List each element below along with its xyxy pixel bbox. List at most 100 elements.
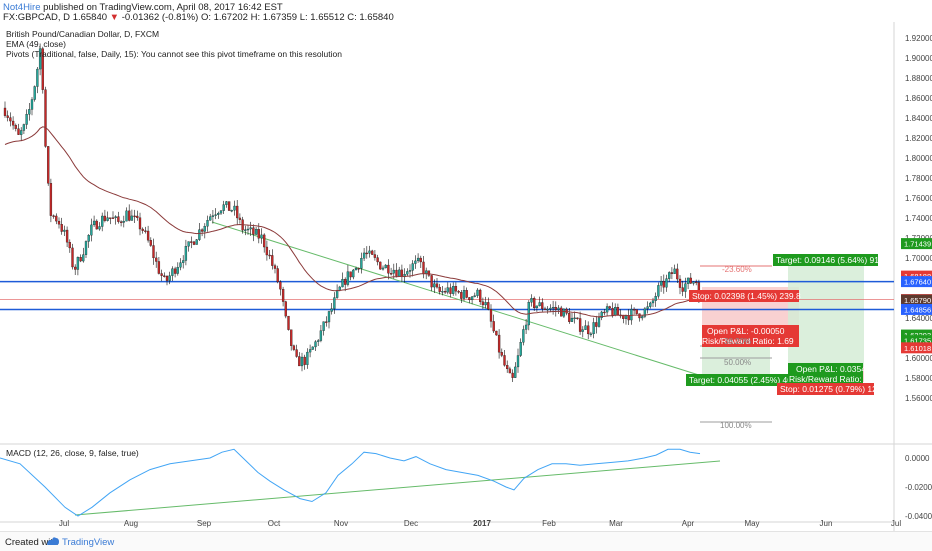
trendlines[interactable] bbox=[74, 221, 721, 516]
candle-body[interactable] bbox=[76, 257, 80, 270]
candle-body[interactable] bbox=[460, 292, 463, 299]
candle-body[interactable] bbox=[192, 241, 196, 245]
candle-body[interactable] bbox=[198, 229, 201, 240]
long-target-badge[interactable] bbox=[773, 254, 878, 266]
short-stop-badge[interactable] bbox=[689, 290, 799, 302]
candle-body[interactable] bbox=[530, 298, 533, 303]
candle-body[interactable] bbox=[38, 48, 42, 70]
candle-body[interactable] bbox=[373, 254, 377, 258]
candle-body[interactable] bbox=[689, 277, 692, 284]
candle-body[interactable] bbox=[47, 146, 50, 184]
candle-body[interactable] bbox=[695, 281, 698, 284]
candle-body[interactable] bbox=[333, 297, 336, 309]
candle-body[interactable] bbox=[187, 241, 190, 247]
candle-body[interactable] bbox=[111, 217, 115, 219]
candle-body[interactable] bbox=[465, 290, 468, 298]
candle-body[interactable] bbox=[581, 329, 584, 332]
candle-body[interactable] bbox=[149, 240, 152, 246]
candle-body[interactable] bbox=[119, 221, 123, 223]
candle-body[interactable] bbox=[219, 210, 223, 214]
candle-body[interactable] bbox=[686, 277, 690, 284]
candle-body[interactable] bbox=[317, 340, 320, 342]
candle-body[interactable] bbox=[503, 355, 506, 366]
candle-body[interactable] bbox=[41, 48, 44, 90]
candle-body[interactable] bbox=[271, 255, 274, 266]
candle-body[interactable] bbox=[508, 368, 512, 374]
candle-body[interactable] bbox=[152, 245, 155, 259]
candle-body[interactable] bbox=[171, 268, 174, 276]
candle-body[interactable] bbox=[354, 268, 358, 271]
candle-body[interactable] bbox=[106, 217, 109, 221]
candle-body[interactable] bbox=[395, 269, 398, 277]
candle-body[interactable] bbox=[462, 290, 466, 299]
candle-body[interactable] bbox=[133, 215, 136, 218]
candle-body[interactable] bbox=[668, 272, 671, 279]
candle-body[interactable] bbox=[184, 246, 188, 261]
candle-body[interactable] bbox=[538, 302, 541, 307]
candle-body[interactable] bbox=[101, 215, 104, 227]
candle-body[interactable] bbox=[543, 308, 547, 310]
candle-body[interactable] bbox=[9, 117, 12, 122]
candle-body[interactable] bbox=[435, 283, 439, 288]
candle-body[interactable] bbox=[190, 241, 193, 243]
candle-body[interactable] bbox=[49, 183, 53, 216]
candle-body[interactable] bbox=[265, 246, 269, 256]
candle-body[interactable] bbox=[300, 356, 304, 367]
candle-body[interactable] bbox=[144, 230, 147, 232]
candle-body[interactable] bbox=[487, 302, 490, 310]
candle-body[interactable] bbox=[624, 315, 628, 319]
candle-body[interactable] bbox=[357, 268, 360, 270]
candle-body[interactable] bbox=[325, 321, 328, 323]
candle-body[interactable] bbox=[670, 272, 674, 274]
candle-body[interactable] bbox=[408, 270, 412, 272]
candle-body[interactable] bbox=[125, 210, 128, 222]
long-stop-badge[interactable] bbox=[777, 383, 874, 395]
candle-body[interactable] bbox=[681, 287, 684, 292]
candle-body[interactable] bbox=[11, 120, 15, 126]
candle-body[interactable] bbox=[492, 321, 495, 332]
candle-body[interactable] bbox=[130, 215, 134, 221]
candle-body[interactable] bbox=[406, 271, 409, 275]
candle-body[interactable] bbox=[473, 295, 476, 297]
candle-body[interactable] bbox=[595, 322, 598, 327]
candle-body[interactable] bbox=[30, 99, 34, 110]
candle-body[interactable] bbox=[335, 290, 339, 298]
candle-body[interactable] bbox=[173, 268, 177, 274]
candle-body[interactable] bbox=[211, 215, 215, 217]
candle-body[interactable] bbox=[649, 302, 652, 307]
candle-body[interactable] bbox=[511, 372, 514, 378]
tradingview-brand[interactable]: TradingView bbox=[62, 537, 115, 548]
candle-body[interactable] bbox=[322, 321, 325, 331]
candle-body[interactable] bbox=[484, 302, 487, 306]
candle-body[interactable] bbox=[254, 229, 258, 235]
candle-body[interactable] bbox=[74, 266, 77, 270]
candle-body[interactable] bbox=[630, 309, 633, 321]
candlestick-series[interactable] bbox=[3, 43, 701, 382]
candle-body[interactable] bbox=[535, 305, 539, 309]
candle-body[interactable] bbox=[659, 281, 663, 286]
chart-canvas[interactable]: Stop: 0.02398 (1.45%) 239.8 Open P&L: -0… bbox=[0, 22, 932, 531]
candle-body[interactable] bbox=[303, 356, 306, 365]
candle-body[interactable] bbox=[384, 264, 387, 269]
candle-body[interactable] bbox=[560, 307, 563, 317]
candle-body[interactable] bbox=[457, 291, 460, 293]
candle-body[interactable] bbox=[200, 229, 204, 232]
candle-body[interactable] bbox=[454, 286, 458, 292]
candle-body[interactable] bbox=[481, 301, 485, 306]
candle-body[interactable] bbox=[214, 214, 217, 216]
candle-body[interactable] bbox=[295, 349, 298, 357]
candle-body[interactable] bbox=[14, 125, 17, 129]
candle-body[interactable] bbox=[217, 212, 220, 215]
candle-body[interactable] bbox=[344, 279, 347, 285]
candle-body[interactable] bbox=[109, 217, 112, 219]
candle-body[interactable] bbox=[114, 216, 117, 219]
candle-body[interactable] bbox=[252, 227, 255, 235]
candle-body[interactable] bbox=[419, 257, 422, 263]
candle-body[interactable] bbox=[195, 239, 198, 245]
candle-body[interactable] bbox=[368, 250, 371, 254]
candle-body[interactable] bbox=[476, 289, 479, 296]
candle-body[interactable] bbox=[57, 220, 61, 225]
candle-body[interactable] bbox=[381, 267, 385, 270]
candle-body[interactable] bbox=[587, 325, 590, 335]
candle-body[interactable] bbox=[203, 226, 206, 232]
